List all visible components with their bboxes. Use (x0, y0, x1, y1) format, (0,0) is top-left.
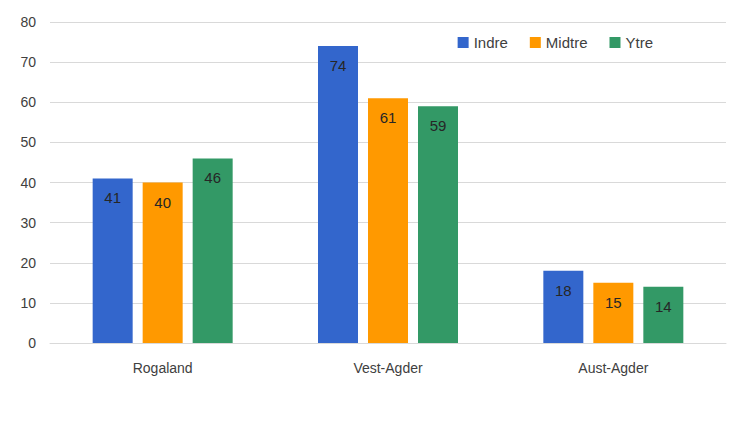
svg-text:18: 18 (555, 282, 572, 299)
svg-text:20: 20 (20, 255, 36, 271)
svg-text:46: 46 (204, 169, 221, 186)
svg-text:50: 50 (20, 134, 36, 150)
svg-text:41: 41 (104, 189, 121, 206)
svg-text:74: 74 (330, 57, 347, 74)
svg-text:10: 10 (20, 295, 36, 311)
svg-text:30: 30 (20, 215, 36, 231)
svg-text:14: 14 (655, 298, 672, 315)
svg-text:40: 40 (20, 175, 36, 191)
svg-text:0: 0 (28, 335, 36, 351)
svg-text:15: 15 (605, 294, 622, 311)
svg-text:80: 80 (20, 14, 36, 30)
svg-text:Rogaland: Rogaland (133, 360, 193, 376)
svg-text:59: 59 (430, 117, 447, 134)
svg-text:61: 61 (380, 109, 397, 126)
svg-text:Ytre: Ytre (625, 34, 653, 51)
svg-text:Vest-Agder: Vest-Agder (353, 360, 423, 376)
svg-text:70: 70 (20, 54, 36, 70)
svg-text:Indre: Indre (474, 34, 508, 51)
svg-text:40: 40 (154, 194, 171, 211)
svg-text:Aust-Agder: Aust-Agder (578, 360, 648, 376)
svg-text:60: 60 (20, 94, 36, 110)
svg-text:Midtre: Midtre (546, 34, 588, 51)
